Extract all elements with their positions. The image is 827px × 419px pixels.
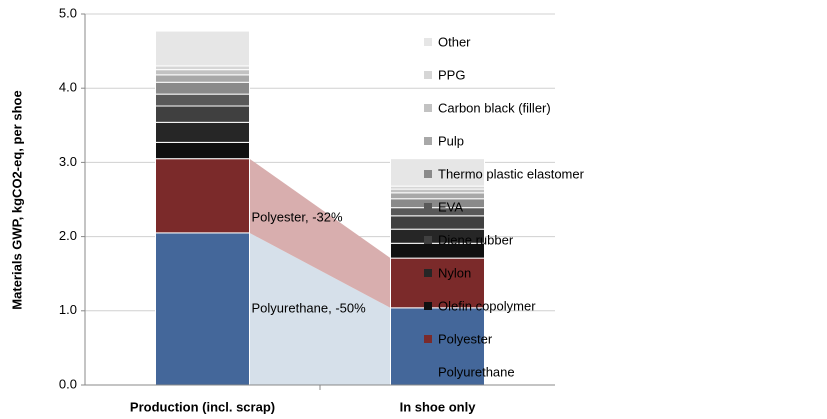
y-tick-label: 2.0	[59, 228, 77, 243]
bar-segment	[155, 69, 250, 76]
legend-swatch	[424, 137, 432, 145]
bar-segment	[155, 141, 250, 160]
bar-segment	[390, 158, 485, 187]
legend-swatch	[424, 71, 432, 79]
legend-swatch	[424, 335, 432, 343]
bar-segment	[155, 93, 250, 107]
bar-segment	[390, 188, 485, 194]
legend-label: Diene rubber	[438, 232, 514, 247]
legend-label: Nylon	[438, 265, 471, 280]
bar-segment	[155, 74, 250, 83]
y-tick-label: 0.0	[59, 376, 77, 391]
legend-swatch	[424, 170, 432, 178]
legend-label: EVA	[438, 199, 463, 214]
bar-segment	[155, 232, 250, 386]
legend-label: Thermo plastic elastomer	[438, 166, 585, 181]
legend-label: Carbon black (filler)	[438, 100, 551, 115]
annotation: Polyester, -32%	[252, 210, 343, 225]
y-tick-label: 1.0	[59, 302, 77, 317]
legend-label: Polyester	[438, 331, 493, 346]
legend-swatch	[424, 38, 432, 46]
connector	[249, 158, 391, 308]
legend-label: Olefin copolymer	[438, 298, 536, 313]
bar-segment	[390, 215, 485, 230]
legend-label: PPG	[438, 67, 465, 82]
legend-swatch	[424, 203, 432, 211]
x-tick-label: Production (incl. scrap)	[130, 399, 275, 414]
annotation: Polyurethane, -50%	[252, 300, 367, 315]
y-tick-label: 4.0	[59, 80, 77, 95]
bar-segment	[155, 121, 250, 143]
bar-segment	[390, 192, 485, 200]
legend-swatch	[424, 302, 432, 310]
legend-label: Polyurethane	[438, 364, 515, 379]
bar-segment	[155, 30, 250, 67]
bar-segment	[390, 257, 485, 309]
legend-label: Pulp	[438, 133, 464, 148]
legend-swatch	[424, 269, 432, 277]
bar-segment	[155, 81, 250, 95]
x-tick-label: In shoe only	[400, 399, 477, 414]
bar-segment	[155, 65, 250, 71]
connector	[249, 232, 391, 385]
bar-segment	[155, 158, 250, 234]
legend-swatch	[424, 368, 432, 376]
legend-swatch	[424, 104, 432, 112]
legend-swatch	[424, 236, 432, 244]
y-tick-label: 3.0	[59, 154, 77, 169]
bar-segment	[155, 105, 250, 123]
y-tick-label: 5.0	[59, 5, 77, 20]
y-axis-label: Materials GWP, kgCO2-eq, per shoe	[9, 90, 24, 309]
legend-label: Other	[438, 34, 471, 49]
